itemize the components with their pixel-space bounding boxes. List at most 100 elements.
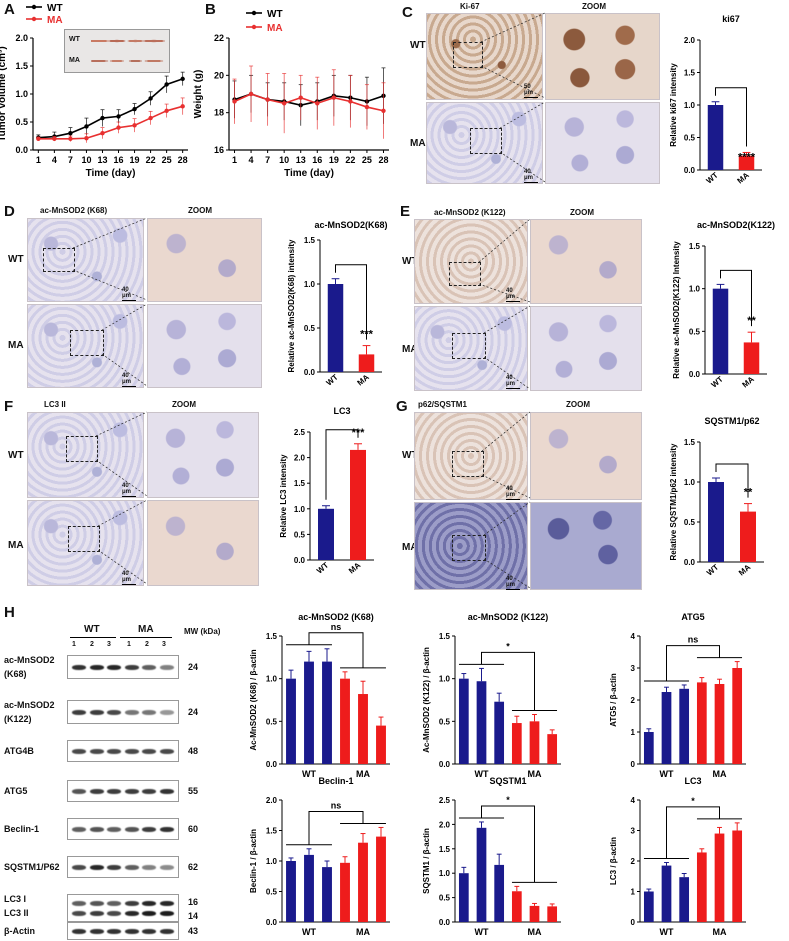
blot-band <box>125 827 139 832</box>
blot-mw: 55 <box>188 784 198 798</box>
y-axis-title: Relative ki67 intensity <box>669 63 678 147</box>
blot-band <box>160 749 174 754</box>
category-label-ma: MA <box>737 563 752 578</box>
chart-title: ac-MnSOD2 (K68) <box>298 612 374 622</box>
blot-band <box>160 929 174 934</box>
y-axis-title: SQSTM1 / β-actin <box>422 828 431 894</box>
lane-label: 1 <box>72 641 76 648</box>
group-label-wt: WT <box>302 927 316 937</box>
blot-band <box>160 901 174 906</box>
blot-band <box>107 789 121 794</box>
bar <box>530 906 540 922</box>
bar <box>376 837 386 922</box>
blot-membrane <box>67 780 179 802</box>
blot-band <box>125 865 139 870</box>
blot-band <box>142 929 156 934</box>
y-tick-label: 1.5 <box>684 69 696 78</box>
blot-band <box>160 827 174 832</box>
y-tick-label: 2.0 <box>684 36 696 45</box>
group-label-wt: WT <box>660 769 674 779</box>
bar <box>358 843 368 922</box>
chart-c-ki67: 0.00.51.01.52.0Relative ki67 intensityki… <box>669 14 762 186</box>
y-tick-label: 1.5 <box>304 236 316 245</box>
bar <box>744 342 760 374</box>
y-tick-label: 0.0 <box>439 760 451 769</box>
bar <box>358 694 368 764</box>
group-label-ma: MA <box>713 927 727 937</box>
bar <box>328 284 344 372</box>
group-label-ma: MA <box>528 769 542 779</box>
y-tick-label: 1.5 <box>294 479 306 488</box>
lane-label: 2 <box>145 641 149 648</box>
y-tick-label: 0.0 <box>689 370 701 379</box>
y-tick-label: 1.5 <box>684 438 696 447</box>
blot-band <box>142 901 156 906</box>
chart-title: Beclin-1 <box>318 776 353 786</box>
significance-label: *** <box>352 427 366 439</box>
chart-title: ac-MnSOD2(K122) <box>697 220 775 230</box>
y-tick-label: 0.5 <box>439 894 451 903</box>
blot-band <box>160 665 174 670</box>
blot-label: Beclin-1 <box>4 822 39 836</box>
blot-band <box>72 665 86 670</box>
significance-label: ns <box>331 800 342 810</box>
y-tick-label: 0.0 <box>266 760 278 769</box>
y-tick-label: 2 <box>631 857 636 866</box>
y-tick-label: 2 <box>631 696 636 705</box>
bar <box>732 668 742 764</box>
blot-band <box>142 665 156 670</box>
bar <box>359 354 375 372</box>
bar <box>715 834 725 922</box>
blot-band <box>142 710 156 715</box>
y-tick-label: 1.5 <box>439 845 451 854</box>
y-tick-label: 2.5 <box>439 796 451 805</box>
chart-title: ac-MnSOD2(K68) <box>314 220 387 230</box>
bar <box>697 682 707 764</box>
y-axis-title: Beclin-1 / β-actin <box>249 829 258 893</box>
chart-h-beclin1: 0.00.51.01.52.0Beclin-1 / β-actinBeclin-… <box>249 776 390 937</box>
blot-band <box>160 865 174 870</box>
blot-band <box>72 911 86 916</box>
bar <box>708 105 724 170</box>
chart-h-k68: 0.00.51.01.5Ac-MnSOD2 (K68) / β-actinac-… <box>249 612 390 779</box>
blot-membrane <box>67 700 179 724</box>
y-tick-label: 1.0 <box>266 675 278 684</box>
lane-label: 2 <box>90 641 94 648</box>
bar <box>547 906 557 922</box>
group-label-wt: WT <box>302 769 316 779</box>
lane-label: 3 <box>162 641 166 648</box>
lane-label: 3 <box>107 641 111 648</box>
bar <box>494 865 504 922</box>
category-label-ma: MA <box>355 373 370 388</box>
blot-band <box>160 710 174 715</box>
blot-mw: 16 14 <box>188 895 198 923</box>
group-label-ma: MA <box>528 927 542 937</box>
blot-band <box>90 901 104 906</box>
significance-label: ** <box>744 487 753 499</box>
bar <box>304 662 314 764</box>
blot-mw: 62 <box>188 860 198 874</box>
chart-f-lc3: 0.00.51.01.52.02.5Relative LC3 intensity… <box>279 406 374 576</box>
bracket-compare <box>482 652 535 710</box>
blot-band <box>90 911 104 916</box>
bracket-compare <box>482 806 535 882</box>
chart-title: ac-MnSOD2 (K122) <box>468 612 549 622</box>
bar <box>530 721 540 764</box>
bracket-compare <box>309 811 363 844</box>
chart-title: LC3 <box>684 776 701 786</box>
blot-band <box>107 911 121 916</box>
y-tick-label: 1 <box>631 888 636 897</box>
significance-label: ns <box>331 622 342 632</box>
y-tick-label: 4 <box>631 796 636 805</box>
blot-band <box>72 749 86 754</box>
y-tick-label: 1.0 <box>439 675 451 684</box>
blot-band <box>90 929 104 934</box>
blot-band <box>90 827 104 832</box>
bar <box>547 734 557 764</box>
blot-band <box>142 865 156 870</box>
y-tick-label: 0.5 <box>684 134 696 143</box>
bracket-compare <box>667 807 720 859</box>
bar <box>304 855 314 922</box>
blot-mw: 24 <box>188 705 198 719</box>
blot-membrane <box>67 922 179 940</box>
